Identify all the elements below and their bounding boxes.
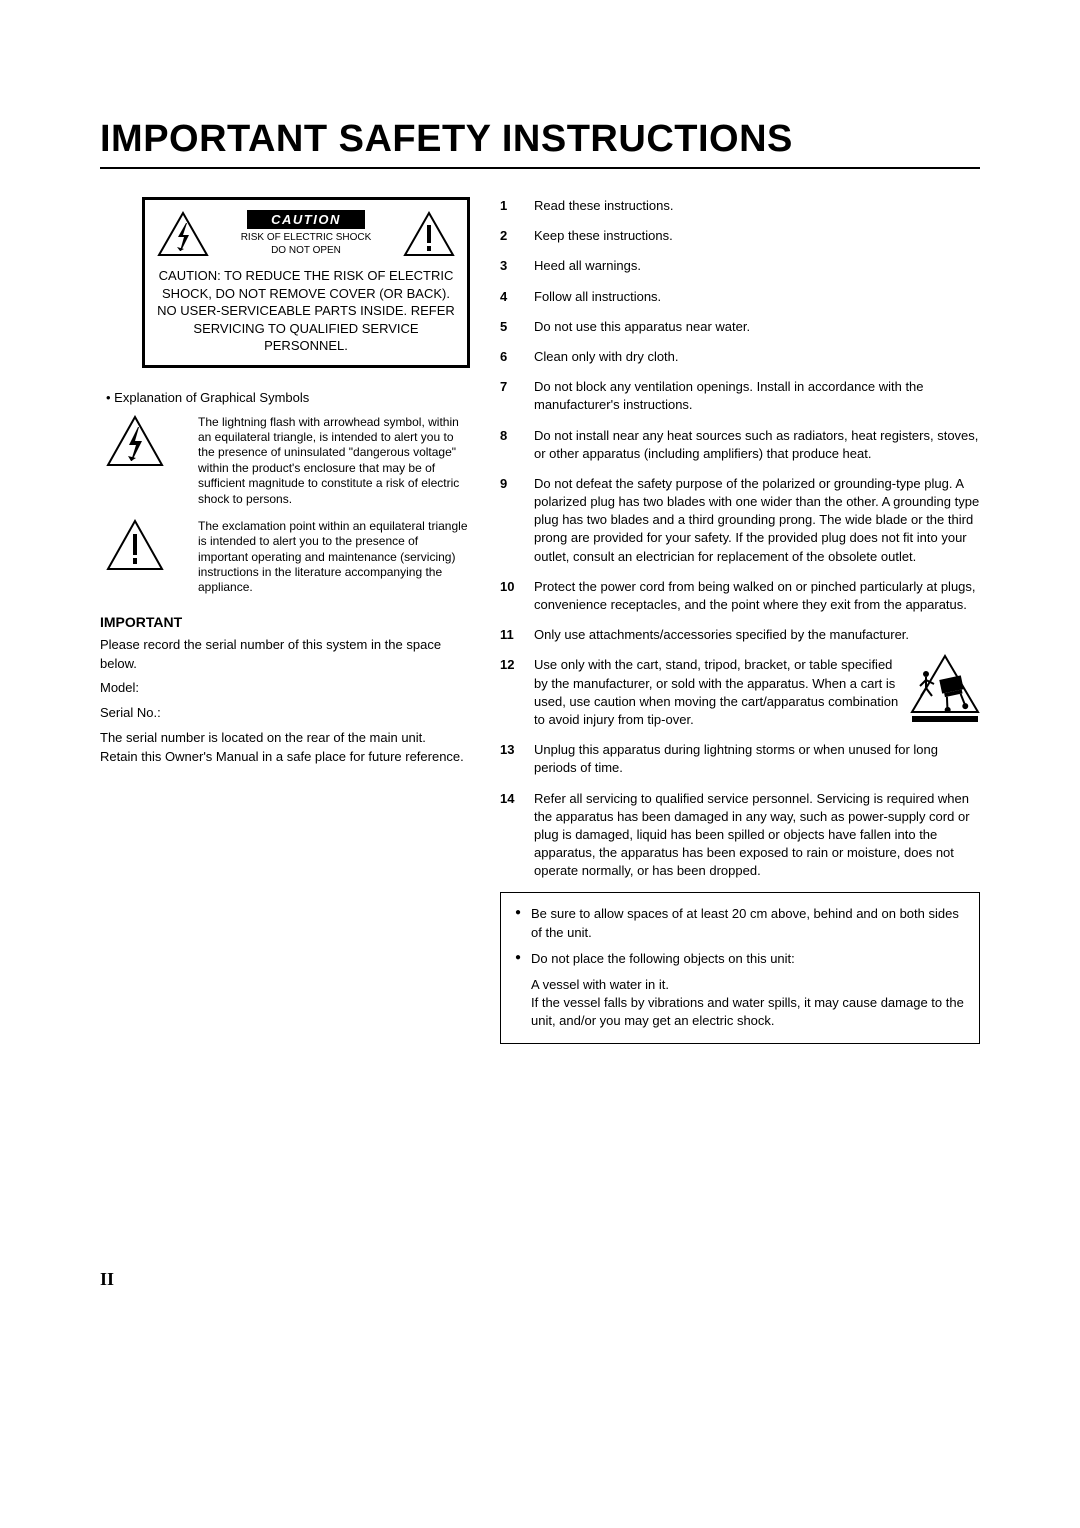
page-title: IMPORTANT SAFETY INSTRUCTIONS bbox=[100, 118, 980, 169]
caution-sub1: RISK OF ELECTRIC SHOCK bbox=[241, 231, 372, 244]
exclamation-symbol-row: The exclamation point within an equilate… bbox=[100, 519, 470, 596]
caution-sub2: DO NOT OPEN bbox=[271, 244, 341, 257]
info-bullet-text: Do not place the following objects on th… bbox=[531, 951, 795, 966]
instruction-text: Use only with the cart, stand, tripod, b… bbox=[534, 657, 898, 727]
important-serial: Serial No.: bbox=[100, 704, 470, 723]
info-bullet: Be sure to allow spaces of at least 20 c… bbox=[515, 905, 965, 941]
caution-box: CAUTION RISK OF ELECTRIC SHOCK DO NOT OP… bbox=[142, 197, 470, 368]
symbols-header: • Explanation of Graphical Symbols bbox=[106, 390, 470, 405]
exclamation-triangle-icon bbox=[106, 519, 164, 596]
page-number: II bbox=[100, 1269, 114, 1290]
instruction-item: Do not install near any heat sources suc… bbox=[500, 427, 980, 463]
info-box: Be sure to allow spaces of at least 20 c… bbox=[500, 892, 980, 1043]
caution-label: CAUTION bbox=[247, 210, 365, 229]
caution-header-row: CAUTION RISK OF ELECTRIC SHOCK DO NOT OP… bbox=[157, 210, 455, 257]
important-model: Model: bbox=[100, 679, 470, 698]
important-p3: Retain this Owner's Manual in a safe pla… bbox=[100, 748, 470, 767]
exclamation-symbol-text: The exclamation point within an equilate… bbox=[198, 519, 470, 596]
instruction-item: Unplug this apparatus during lightning s… bbox=[500, 741, 980, 777]
cart-tipover-icon bbox=[910, 654, 980, 731]
instruction-item: Do not block any ventilation openings. I… bbox=[500, 378, 980, 414]
lightning-symbol-text: The lightning flash with arrowhead symbo… bbox=[198, 415, 470, 507]
caution-center: CAUTION RISK OF ELECTRIC SHOCK DO NOT OP… bbox=[215, 210, 397, 257]
important-body: Please record the serial number of this … bbox=[100, 636, 470, 767]
info-subline: A vessel with water in it. bbox=[515, 976, 965, 994]
instruction-item: Use only with the cart, stand, tripod, b… bbox=[500, 656, 980, 729]
instruction-item: Do not use this apparatus near water. bbox=[500, 318, 980, 336]
important-label: IMPORTANT bbox=[100, 614, 470, 630]
info-bullet: Do not place the following objects on th… bbox=[515, 950, 965, 968]
instruction-item: Keep these instructions. bbox=[500, 227, 980, 245]
important-p1: Please record the serial number of this … bbox=[100, 636, 470, 674]
lightning-triangle-icon bbox=[106, 415, 164, 507]
instruction-item: Refer all servicing to qualified service… bbox=[500, 790, 980, 881]
lightning-symbol-row: The lightning flash with arrowhead symbo… bbox=[100, 415, 470, 507]
instruction-item: Only use attachments/accessories specifi… bbox=[500, 626, 980, 644]
instruction-item: Heed all warnings. bbox=[500, 257, 980, 275]
page-content: IMPORTANT SAFETY INSTRUCTIONS CAUTION RI… bbox=[100, 118, 980, 1044]
instructions-list: Read these instructions. Keep these inst… bbox=[500, 197, 980, 880]
instruction-item: Follow all instructions. bbox=[500, 288, 980, 306]
instruction-item: Do not defeat the safety purpose of the … bbox=[500, 475, 980, 566]
left-column: CAUTION RISK OF ELECTRIC SHOCK DO NOT OP… bbox=[100, 197, 470, 1044]
important-p2: The serial number is located on the rear… bbox=[100, 729, 470, 748]
info-subline: If the vessel falls by vibrations and wa… bbox=[515, 994, 965, 1030]
instruction-item: Clean only with dry cloth. bbox=[500, 348, 980, 366]
caution-body: CAUTION: TO REDUCE THE RISK OF ELECTRIC … bbox=[157, 267, 455, 355]
two-column-layout: CAUTION RISK OF ELECTRIC SHOCK DO NOT OP… bbox=[100, 197, 980, 1044]
exclamation-triangle-icon bbox=[403, 211, 455, 257]
right-column: Read these instructions. Keep these inst… bbox=[500, 197, 980, 1044]
instruction-item: Read these instructions. bbox=[500, 197, 980, 215]
lightning-triangle-icon bbox=[157, 211, 209, 257]
instruction-item: Protect the power cord from being walked… bbox=[500, 578, 980, 614]
